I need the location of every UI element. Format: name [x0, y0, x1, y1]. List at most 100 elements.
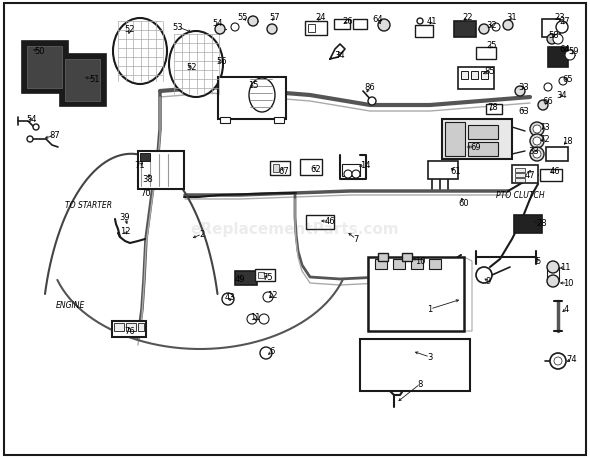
Bar: [515, 174, 525, 178]
Bar: [112, 321, 146, 337]
Bar: [375, 259, 387, 269]
Circle shape: [547, 35, 557, 45]
Text: 52: 52: [124, 25, 135, 34]
Circle shape: [553, 35, 563, 45]
Text: 55: 55: [238, 13, 248, 22]
Text: 10: 10: [415, 257, 425, 266]
Text: 72: 72: [540, 135, 550, 144]
Bar: [542, 20, 560, 38]
Text: 66: 66: [543, 97, 553, 106]
Bar: [27, 47, 62, 89]
Circle shape: [352, 171, 360, 179]
Text: 34: 34: [557, 91, 568, 100]
Ellipse shape: [113, 19, 167, 85]
Circle shape: [559, 78, 567, 86]
Text: 27: 27: [560, 17, 571, 27]
Circle shape: [247, 314, 257, 325]
Bar: [300, 160, 322, 176]
Bar: [411, 259, 423, 269]
Text: 57: 57: [270, 13, 280, 22]
Circle shape: [263, 292, 273, 302]
Text: 11: 11: [560, 263, 571, 272]
Text: 71: 71: [135, 161, 145, 170]
Text: 38: 38: [143, 175, 153, 184]
Text: 32: 32: [487, 21, 497, 29]
Text: 70: 70: [140, 189, 151, 198]
Circle shape: [267, 25, 277, 35]
Circle shape: [544, 84, 552, 92]
Bar: [468, 143, 498, 157]
Bar: [258, 272, 264, 279]
Bar: [342, 165, 360, 177]
Text: 4: 4: [563, 305, 569, 314]
Bar: [353, 20, 367, 30]
Bar: [515, 179, 525, 183]
Bar: [481, 72, 488, 80]
Text: 6: 6: [269, 347, 275, 356]
Bar: [334, 20, 350, 30]
Bar: [235, 271, 257, 285]
Ellipse shape: [249, 79, 275, 113]
Bar: [22, 42, 68, 94]
Text: 74: 74: [566, 355, 577, 364]
Circle shape: [530, 148, 544, 162]
Text: 49: 49: [235, 275, 245, 284]
Bar: [393, 259, 405, 269]
Circle shape: [378, 20, 390, 32]
Bar: [546, 148, 568, 162]
Text: 25: 25: [487, 41, 497, 50]
Text: 69: 69: [471, 143, 481, 152]
Bar: [360, 339, 470, 391]
Text: ENGINE: ENGINE: [55, 300, 85, 309]
Circle shape: [533, 126, 541, 134]
Text: 15: 15: [248, 80, 258, 90]
Text: 18: 18: [562, 137, 572, 146]
Circle shape: [476, 268, 492, 283]
Circle shape: [533, 138, 541, 146]
Bar: [274, 118, 284, 124]
Circle shape: [33, 125, 39, 131]
Text: eReplacementParts.com: eReplacementParts.com: [191, 222, 399, 237]
Circle shape: [533, 151, 541, 159]
Text: 3: 3: [427, 353, 432, 362]
Circle shape: [492, 24, 500, 32]
Bar: [458, 68, 494, 90]
Bar: [270, 162, 290, 176]
Text: TO STARTER: TO STARTER: [64, 201, 112, 210]
Circle shape: [260, 347, 272, 359]
Text: 39: 39: [120, 213, 130, 222]
Bar: [454, 22, 476, 38]
Text: 52: 52: [187, 63, 197, 73]
Text: 73: 73: [540, 123, 550, 132]
Text: 63: 63: [519, 107, 529, 116]
Circle shape: [344, 171, 352, 179]
Circle shape: [479, 25, 489, 35]
Bar: [514, 216, 542, 234]
Text: 10: 10: [563, 279, 573, 288]
Bar: [255, 269, 275, 281]
Circle shape: [554, 357, 562, 365]
Text: 7: 7: [353, 235, 359, 244]
Bar: [461, 72, 468, 80]
Circle shape: [530, 134, 544, 149]
Text: 50: 50: [35, 47, 45, 56]
Text: 28: 28: [537, 219, 548, 228]
Circle shape: [547, 262, 559, 274]
Bar: [305, 22, 327, 36]
Bar: [65, 60, 100, 102]
Bar: [512, 166, 538, 184]
Bar: [515, 168, 525, 173]
Circle shape: [556, 22, 568, 34]
Circle shape: [538, 101, 548, 111]
Text: 58: 58: [549, 30, 559, 39]
Bar: [476, 48, 496, 60]
Text: 67: 67: [278, 167, 289, 176]
Circle shape: [417, 19, 423, 25]
Circle shape: [565, 51, 575, 61]
Text: 9: 9: [486, 277, 491, 286]
Circle shape: [530, 123, 544, 137]
Text: 33: 33: [519, 84, 529, 92]
Bar: [378, 253, 388, 262]
Bar: [306, 216, 334, 230]
Circle shape: [503, 21, 513, 31]
